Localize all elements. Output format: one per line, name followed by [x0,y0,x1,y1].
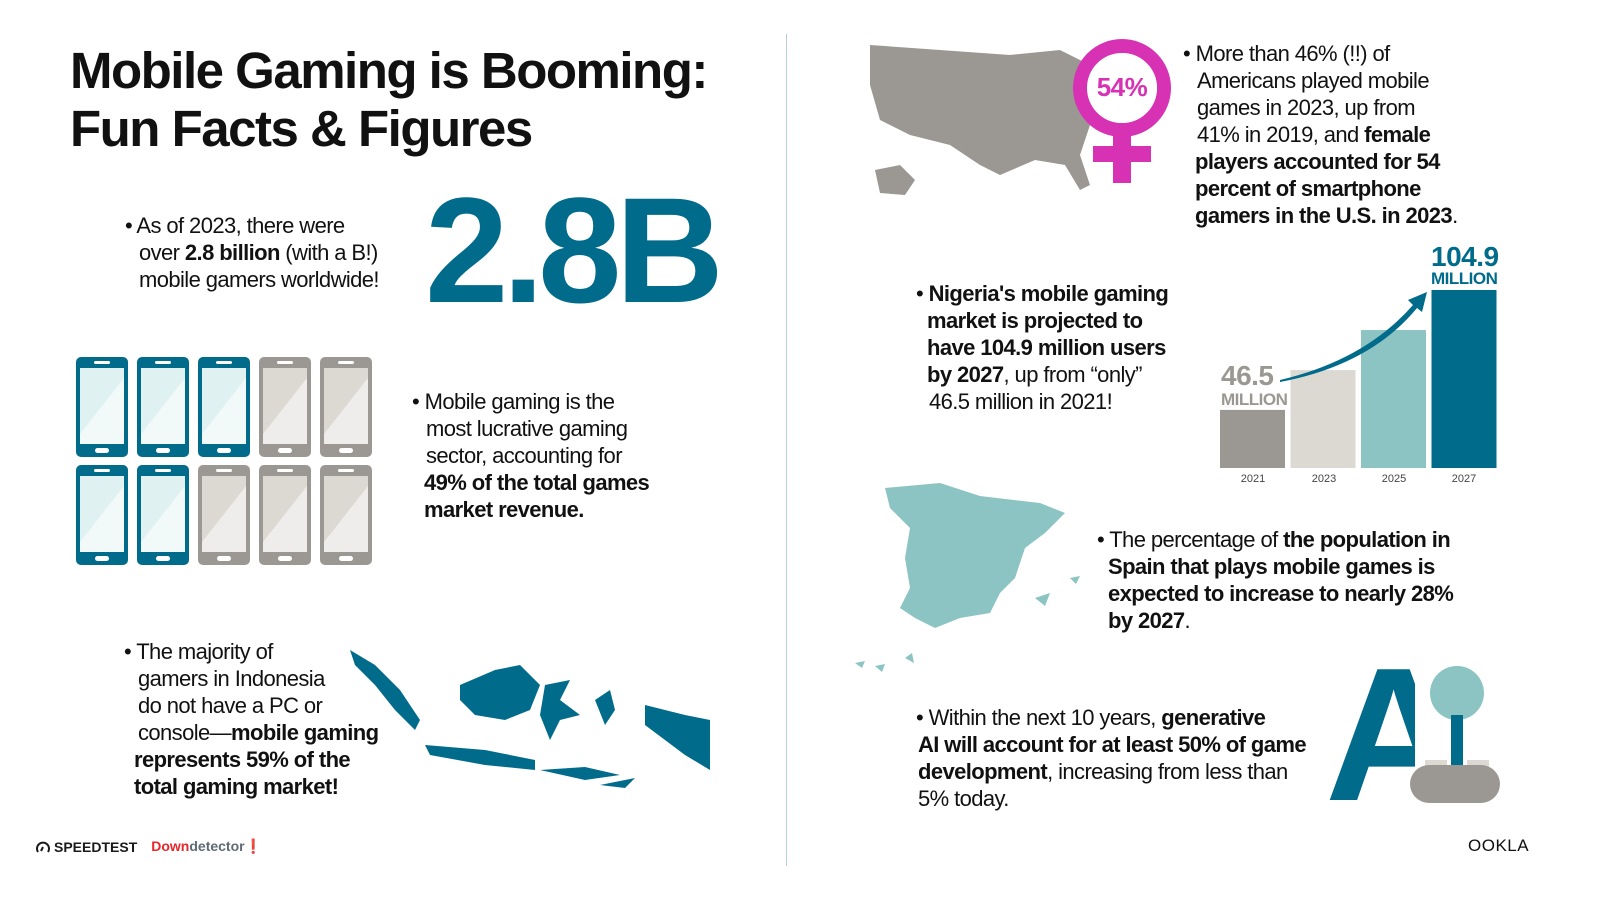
fact-gamers-worldwide: • As of 2023, there were over 2.8 billio… [125,213,380,292]
fact-revenue: • Mobile gaming is the most lucrative ga… [412,389,650,522]
phone-icon [75,464,129,571]
fact-spain: • The percentage of the population in Sp… [1097,527,1454,633]
page-title: Mobile Gaming is Booming: Fun Facts & Fi… [70,42,708,157]
gauge-icon [36,841,50,853]
tick-2023: 2023 [1311,473,1337,485]
phone-icon [319,356,373,463]
phone-icon [319,464,373,571]
ookla-logo: OOKLA [1468,836,1530,855]
label-2027-value: 104.9 MILLION [1431,241,1499,289]
joystick-icon [1410,666,1500,803]
usa-map-icon [870,45,1125,195]
female-symbol-icon [1073,39,1171,183]
footer-logos: SPEEDTEST Downdetector❗ [36,838,262,855]
tick-2027: 2027 [1451,473,1477,485]
phone-icon [258,356,312,463]
label-2021-value: 46.5 MILLION [1221,360,1288,410]
alert-icon: ❗ [244,838,263,854]
bar-2027 [1431,290,1497,468]
tick-2021: 2021 [1240,473,1266,485]
bar-2021 [1220,409,1285,468]
nigeria-users-bar-chart: 46.5 MILLION 104.9 MILLION 2021 2023 202… [1215,240,1515,490]
female-percent-badge: 54% [1096,72,1148,102]
fact-indonesia: • The majority of gamers in Indonesia do… [124,639,379,799]
phone-icon [136,464,190,571]
phone-icon [197,464,251,571]
big-stat-2-8b: 2.8B [425,166,724,334]
fact-usa: • More than 46% (!!) of Americans played… [1183,41,1458,228]
phone-icon [258,464,312,571]
growth-arrow-icon [1280,292,1427,382]
phone-icon [136,356,190,463]
spain-map-icon [855,483,1080,672]
tick-2025: 2025 [1381,473,1407,485]
bar-2025 [1361,330,1426,468]
phone-grid [75,356,375,568]
bar-2023 [1290,370,1356,468]
indonesia-map-icon [350,650,710,788]
phone-icon [197,356,251,463]
fact-nigeria: • Nigeria's mobile gaming market is proj… [916,281,1169,414]
phone-icon [75,356,129,463]
column-divider [786,34,787,866]
ai-logo-icon: AI [1325,640,1415,830]
fact-ai: • Within the next 10 years, generative A… [916,705,1307,811]
speedtest-logo: SPEEDTEST [36,839,137,855]
downdetector-logo: Downdetector❗ [151,838,263,854]
